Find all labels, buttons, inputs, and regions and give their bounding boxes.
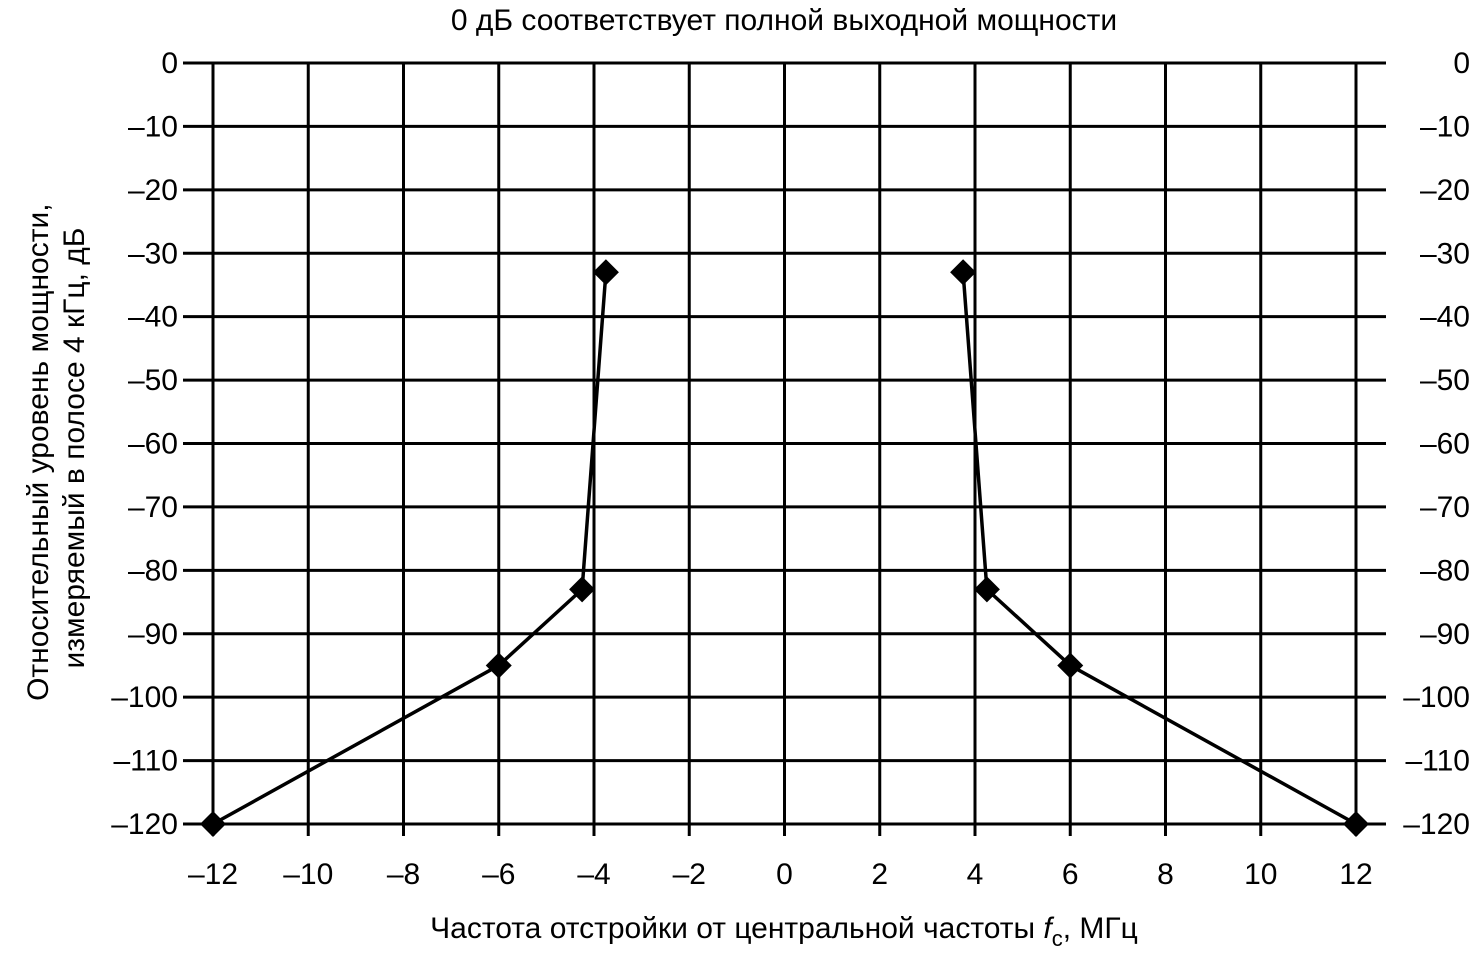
- y-tick-label-left: –120: [111, 808, 178, 841]
- x-axis-label-subscript: c: [1052, 926, 1063, 951]
- x-tick-label: –10: [283, 858, 333, 891]
- x-tick-label: 2: [871, 858, 888, 891]
- y-tick-label-right: –100: [1403, 681, 1470, 714]
- data-point-marker: [592, 259, 619, 286]
- data-point-marker: [1057, 652, 1084, 679]
- x-tick-labels: –12 –10 –8 –6 –4 –2 0 2 4 6 8 10 12: [188, 858, 1373, 891]
- y-tick-label-right: –40: [1420, 301, 1470, 334]
- y-tick-label-left: –40: [128, 301, 178, 334]
- y-tick-label-right: 0: [1453, 47, 1470, 80]
- y-tick-label-right: –120: [1403, 808, 1470, 841]
- x-tick-label: –12: [188, 858, 238, 891]
- y-axis-label-line2: измеряемый в полосе 4 кГц, дБ: [58, 228, 91, 669]
- x-axis-label-suffix: , МГц: [1063, 912, 1138, 945]
- y-tick-label-left: –90: [128, 618, 178, 651]
- data-point-marker: [1343, 811, 1369, 837]
- x-tick-label: 10: [1244, 858, 1277, 891]
- y-tick-label-right: –10: [1420, 110, 1470, 143]
- y-tick-label-left: –10: [128, 110, 178, 143]
- x-tick-label: –8: [387, 858, 420, 891]
- data-point-marker: [200, 811, 226, 837]
- y-tick-label-right: –20: [1420, 174, 1470, 207]
- x-axis-label-prefix: Частота отстройки от центральной частоты: [430, 912, 1043, 945]
- y-tick-label-right: –50: [1420, 364, 1470, 397]
- data-series: [200, 259, 1369, 837]
- x-tick-label: 0: [776, 858, 793, 891]
- series-line: [961, 272, 1357, 826]
- data-point-marker: [569, 576, 596, 603]
- y-tick-label-right: –70: [1420, 491, 1470, 524]
- y-tick-labels-right: 0 –10 –20 –30 –40 –50 –60 –70 –80 –90 –100 –110 –120: [1403, 47, 1470, 841]
- y-tick-label-left: –20: [128, 174, 178, 207]
- y-tick-label-left: –110: [113, 745, 178, 778]
- x-tick-label: 4: [967, 858, 984, 891]
- y-tick-label-right: –60: [1420, 428, 1470, 461]
- y-tick-label-right: –90: [1420, 618, 1470, 651]
- x-tick-label: –2: [673, 858, 706, 891]
- y-tick-label-right: –30: [1420, 237, 1470, 270]
- y-axis-label: Относительный уровень мощности, измеряем…: [22, 195, 91, 701]
- y-tick-label-right: –80: [1420, 554, 1470, 587]
- y-tick-label-left: –50: [128, 364, 178, 397]
- y-tick-label-left: –60: [128, 428, 178, 461]
- series-line: [212, 272, 608, 826]
- data-point-marker: [485, 652, 512, 679]
- data-point-marker: [950, 259, 977, 286]
- x-tick-label: 8: [1157, 858, 1174, 891]
- x-axis-label-symbol: f: [1043, 912, 1054, 945]
- y-tick-label-right: –110: [1405, 745, 1470, 778]
- x-tick-label: –6: [482, 858, 515, 891]
- y-tick-label-left: –30: [128, 237, 178, 270]
- chart-title: 0 дБ соответствует полной выходной мощно…: [451, 4, 1117, 37]
- x-tick-label: 6: [1062, 858, 1079, 891]
- data-point-marker: [973, 576, 1000, 603]
- y-tick-label-left: 0: [161, 47, 178, 80]
- grid-lines: [183, 61, 1386, 836]
- x-axis-label: Частота отстройки от центральной частоты…: [430, 912, 1138, 951]
- y-tick-label-left: –80: [128, 554, 178, 587]
- x-tick-label: 12: [1339, 858, 1372, 891]
- y-tick-label-left: –100: [111, 681, 178, 714]
- y-tick-label-left: –70: [128, 491, 178, 524]
- x-tick-label: –4: [577, 858, 610, 891]
- y-tick-labels-left: 0 –10 –20 –30 –40 –50 –60 –70 –80 –90 –100 –110 –120: [111, 47, 178, 841]
- y-axis-label-line1: Относительный уровень мощности,: [22, 203, 55, 700]
